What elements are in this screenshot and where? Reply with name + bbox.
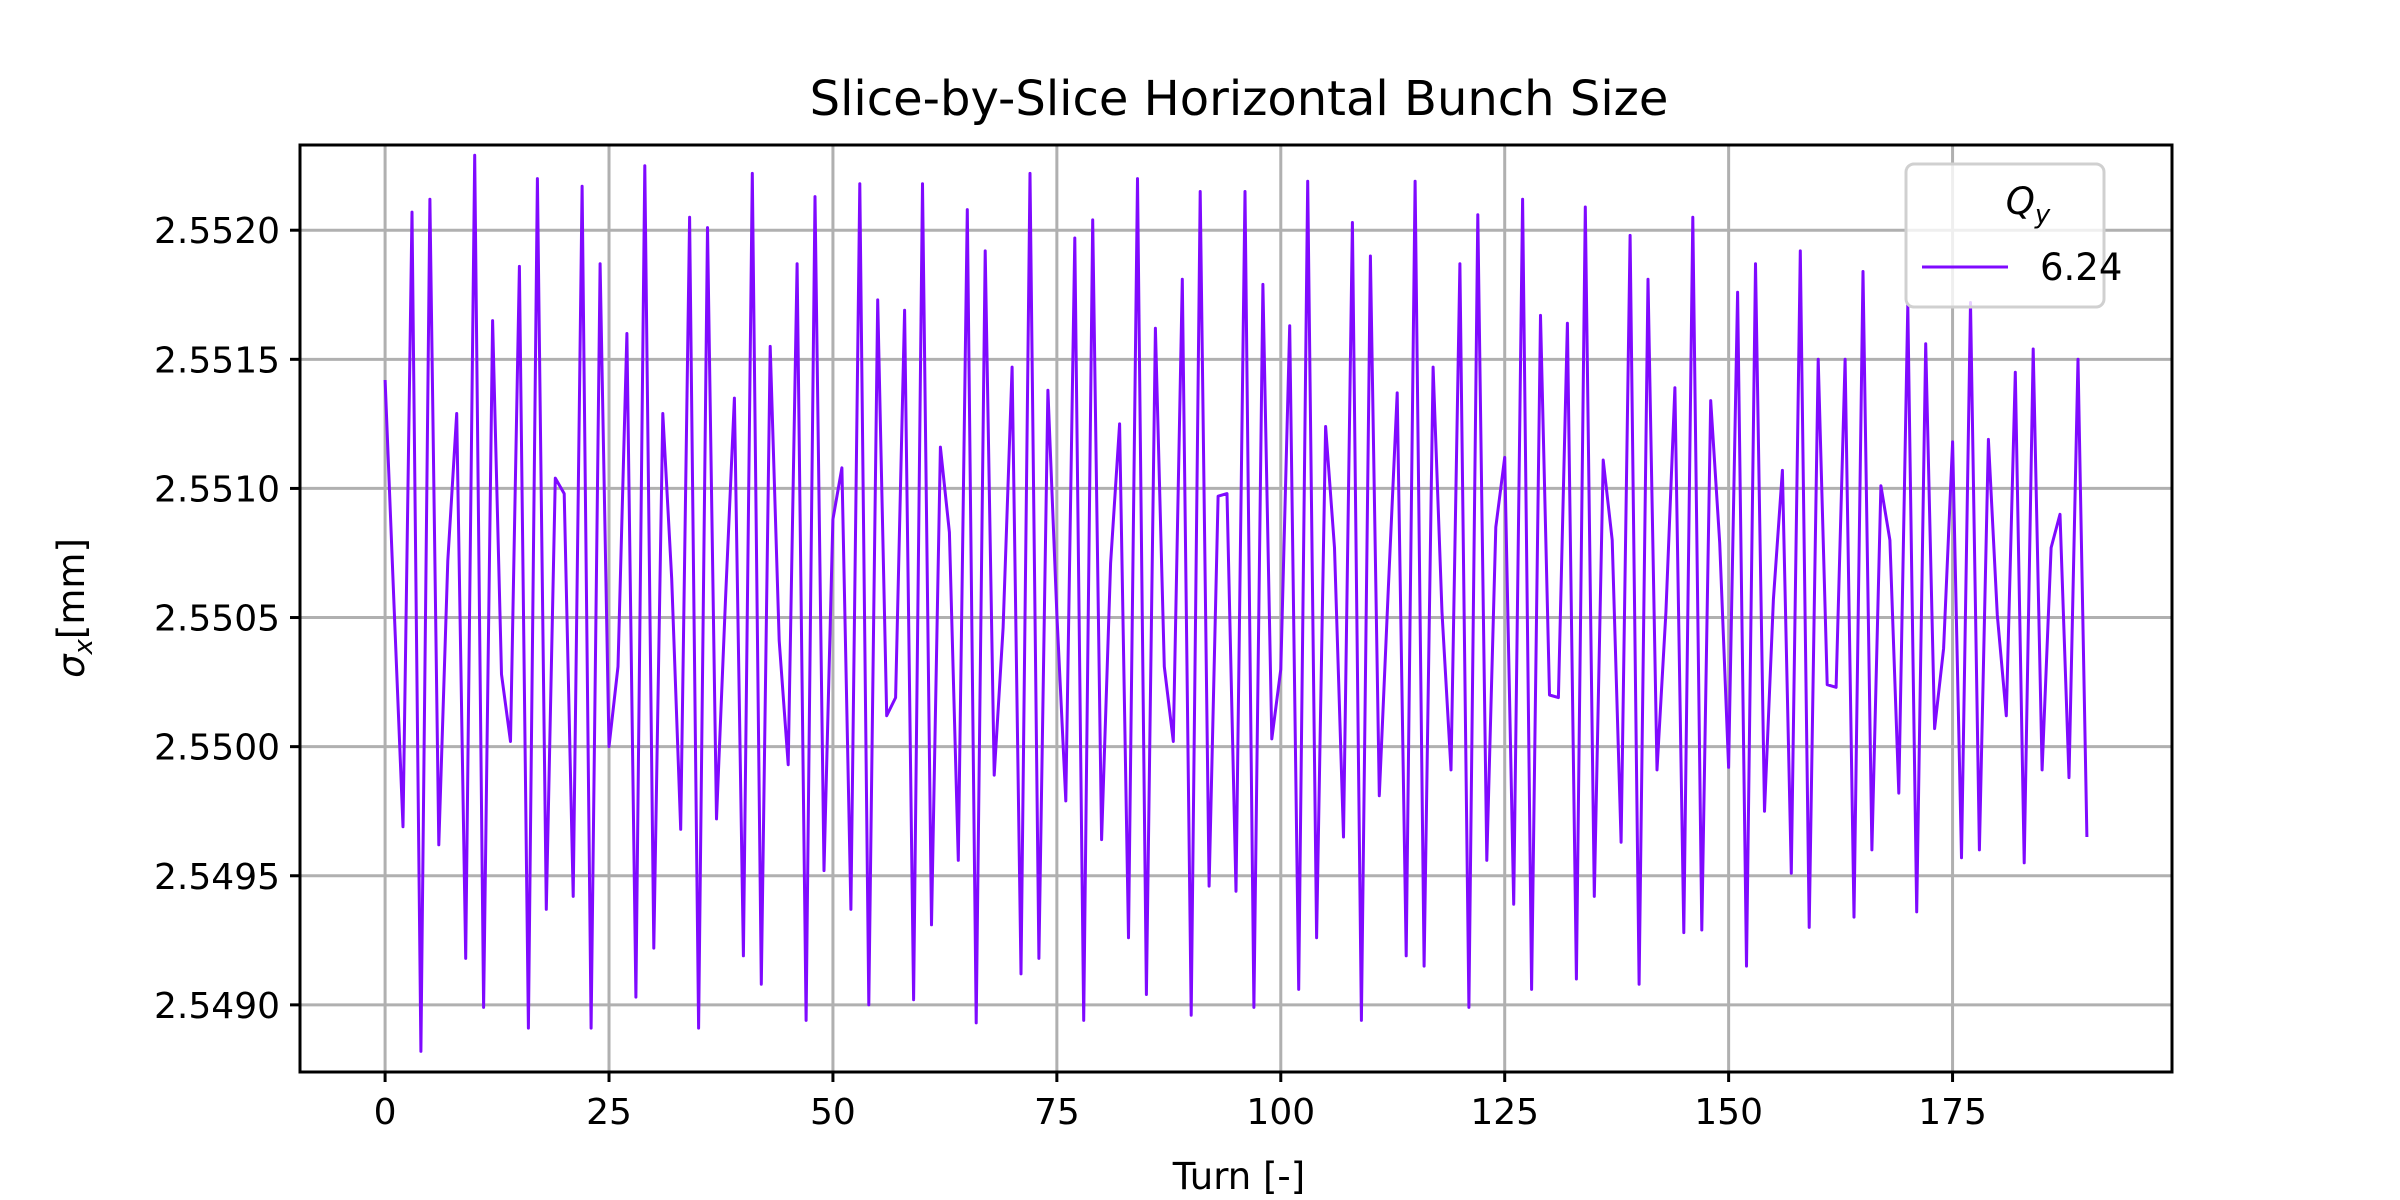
y-tick-label: 2.5510 <box>154 469 280 510</box>
x-tick-label: 50 <box>810 1092 856 1133</box>
y-axis: 2.5490 2.5495 2.5500 2.5505 2.5510 2.5515 2.55… <box>154 211 300 1027</box>
y-tick-label: 2.5490 <box>154 986 280 1027</box>
legend: Qy 6.24 <box>1904 162 2122 309</box>
x-tick-label: 25 <box>586 1092 632 1133</box>
plot-frame <box>298 143 2174 1074</box>
legend-title-subscript: y <box>2034 200 2051 230</box>
y-tick-label: 2.5505 <box>154 599 280 640</box>
x-tick-label: 75 <box>1034 1092 1080 1133</box>
y-axis-label-symbol: σ <box>50 653 93 678</box>
chart-title: Slice-by-Slice Horizontal Bunch Size <box>810 71 1669 127</box>
legend-entry-label: 6.24 <box>2040 246 2122 289</box>
plot-area <box>383 153 2089 1053</box>
series-line <box>383 153 2089 1053</box>
x-tick-label: 125 <box>1470 1092 1539 1133</box>
legend-box <box>1904 162 2106 309</box>
x-tick-label: 100 <box>1246 1092 1315 1133</box>
y-tick-label: 2.5495 <box>154 857 280 898</box>
x-tick-label: 0 <box>374 1092 397 1133</box>
x-axis-label: Turn [-] <box>1172 1155 1305 1198</box>
legend-title-symbol: Q <box>2006 180 2035 223</box>
x-tick-label: 175 <box>1918 1092 1987 1133</box>
y-axis-label-subscript: x <box>69 638 99 655</box>
y-tick-label: 2.5515 <box>154 340 280 381</box>
y-axis-label-unit: [mm] <box>50 538 93 639</box>
y-tick-label: 2.5500 <box>154 728 280 769</box>
x-tick-label: 150 <box>1694 1092 1763 1133</box>
y-axis-label: σx[mm] <box>50 538 99 678</box>
x-axis: 0 25 50 75 100 125 150 175 <box>374 1072 1987 1133</box>
y-tick-label: 2.5520 <box>154 211 280 252</box>
legend-title: Qy <box>2006 180 2051 230</box>
